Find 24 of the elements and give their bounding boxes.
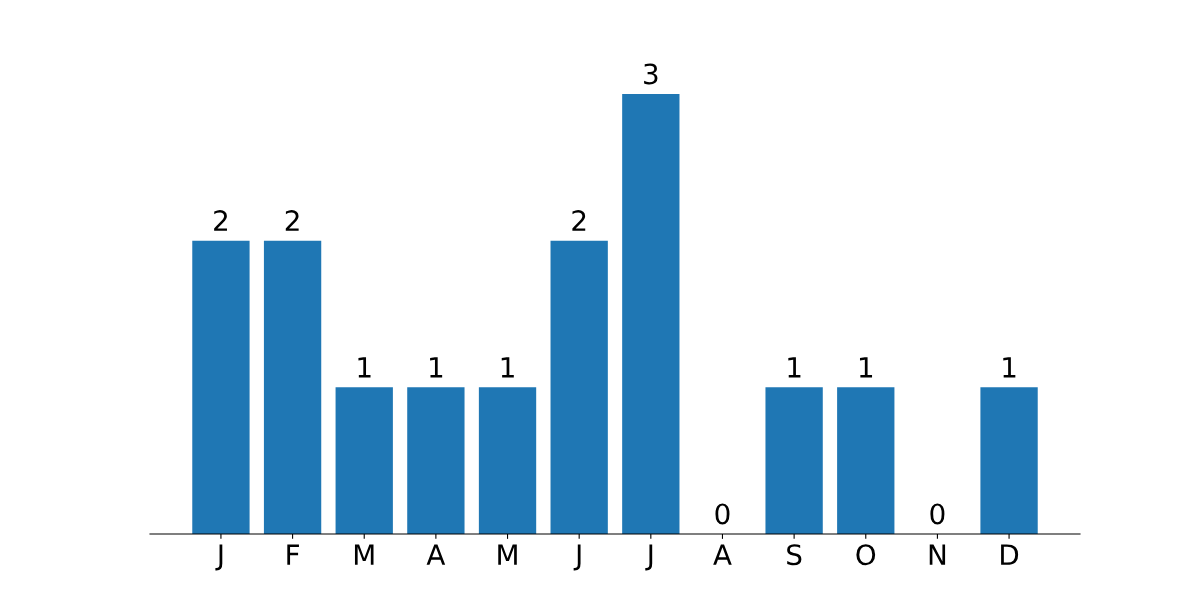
data-label: 1 — [501, 357, 514, 378]
x-tick-label: A — [713, 544, 732, 565]
x-tick-label: M — [354, 544, 374, 565]
x-tick-label: F — [287, 544, 299, 565]
data-label: 0 — [715, 503, 730, 525]
x-tick-label: A — [426, 544, 446, 565]
data-label: 2 — [214, 210, 227, 231]
data-label: 1 — [1003, 357, 1016, 378]
data-label: 2 — [285, 210, 299, 231]
data-label: 2 — [572, 210, 586, 231]
x-tick-label: J — [215, 544, 223, 571]
data-label: 1 — [788, 357, 801, 378]
data-label: 1 — [430, 357, 443, 378]
x-tick-label: J — [573, 544, 581, 571]
x-tick-label: S — [787, 544, 802, 566]
data-label: 3 — [644, 63, 658, 85]
data-label: 0 — [930, 503, 945, 525]
x-tick-label: J — [645, 544, 653, 571]
data-label: 1 — [859, 357, 873, 378]
x-tick-label: O — [856, 544, 876, 566]
x-tick-label: M — [498, 544, 517, 565]
data-label: 1 — [358, 357, 371, 378]
x-tick-label: D — [1001, 544, 1019, 565]
x-tick-label: N — [929, 544, 946, 565]
